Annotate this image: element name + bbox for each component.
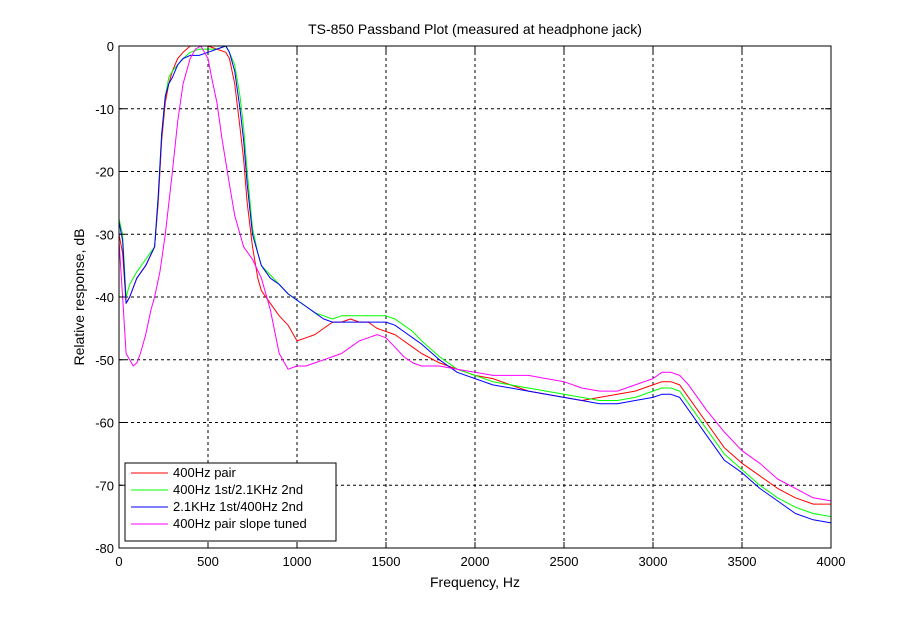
legend-label-3: 2.1KHz 1st/400Hz 2nd — [173, 499, 303, 514]
legend-label-2: 400Hz 1st/2.1KHz 2nd — [173, 482, 303, 497]
legend-label-1: 400Hz pair — [173, 465, 237, 480]
y-tick-label: -80 — [95, 541, 114, 556]
legend: 400Hz pair 400Hz 1st/2.1KHz 2nd 2.1KHz 1st… — [124, 462, 337, 542]
x-tick-label: 3500 — [728, 554, 757, 569]
y-tick-label: -10 — [95, 102, 114, 117]
y-tick-label: -50 — [95, 353, 114, 368]
series-lines — [118, 45, 832, 524]
axis-ticks: 0 500 1000 1500 2000 2500 3000 3500 4000 0 -10 -20 -… — [95, 39, 845, 569]
x-tick-label: 2000 — [461, 554, 490, 569]
x-tick-label: 1000 — [283, 554, 312, 569]
x-tick-label: 4000 — [817, 554, 846, 569]
x-tick-label: 1500 — [372, 554, 401, 569]
y-tick-label: -60 — [95, 416, 114, 431]
chart-title: TS-850 Passband Plot (measured at headph… — [308, 21, 642, 37]
y-tick-label: -20 — [95, 165, 114, 180]
x-tick-label: 0 — [115, 554, 122, 569]
series-line-2 — [118, 45, 832, 518]
y-axis-label: Relative response, dB — [71, 229, 87, 366]
y-tick-label: -30 — [95, 227, 114, 242]
legend-box — [124, 462, 337, 542]
legend-label-4: 400Hz pair slope tuned — [173, 516, 307, 531]
x-tick-label: 2500 — [550, 554, 579, 569]
series-line-4 — [118, 45, 832, 502]
y-tick-label: -70 — [95, 478, 114, 493]
x-tick-label: 3000 — [639, 554, 668, 569]
y-tick-label: 0 — [107, 39, 114, 54]
x-axis-label: Frequency, Hz — [430, 574, 520, 590]
grid-lines — [119, 46, 831, 548]
x-tick-label: 500 — [197, 554, 219, 569]
y-tick-label: -40 — [95, 290, 114, 305]
series-line-3 — [118, 45, 832, 524]
